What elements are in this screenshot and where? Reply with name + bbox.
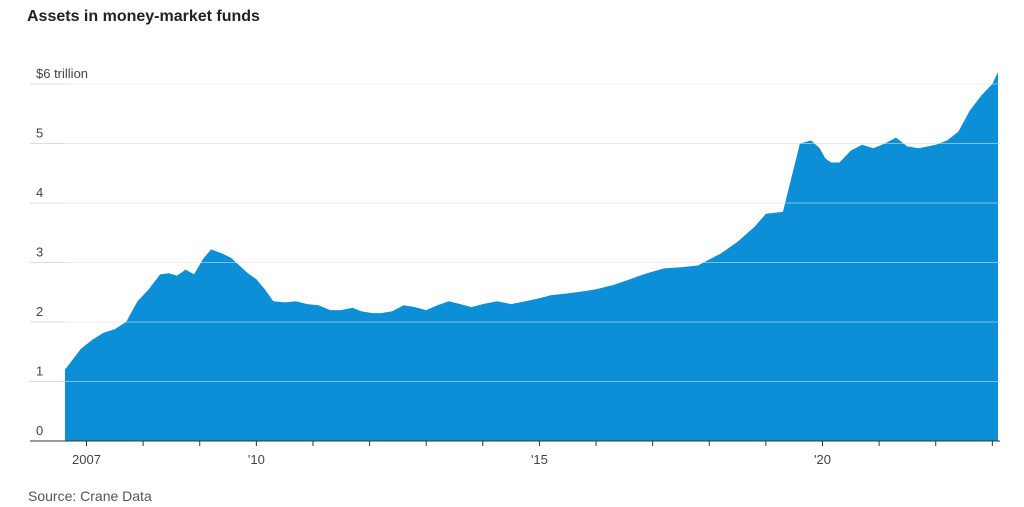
x-tick-label: '15	[531, 452, 548, 467]
y-tick-labels: 0 1 2 3 4 5 $6 trillion	[36, 66, 88, 438]
y-tick-label: 1	[36, 364, 43, 379]
y-tick-label: 5	[36, 126, 43, 141]
chart-source: Source: Crane Data	[28, 488, 152, 504]
y-tick-label: $6 trillion	[36, 66, 88, 81]
x-tick-label: '10	[248, 452, 265, 467]
chart-title: Assets in money-market funds	[27, 8, 260, 25]
y-tick-label: 2	[36, 304, 43, 319]
y-tick-label: 0	[36, 423, 43, 438]
x-tick-label: '20	[814, 452, 831, 467]
y-tick-label: 3	[36, 245, 43, 260]
y-tick-label: 4	[36, 185, 43, 200]
x-tick-labels: 2007 '10 '15 '20	[72, 441, 993, 467]
x-tick-label: 2007	[72, 452, 101, 467]
assets-area	[65, 72, 998, 441]
